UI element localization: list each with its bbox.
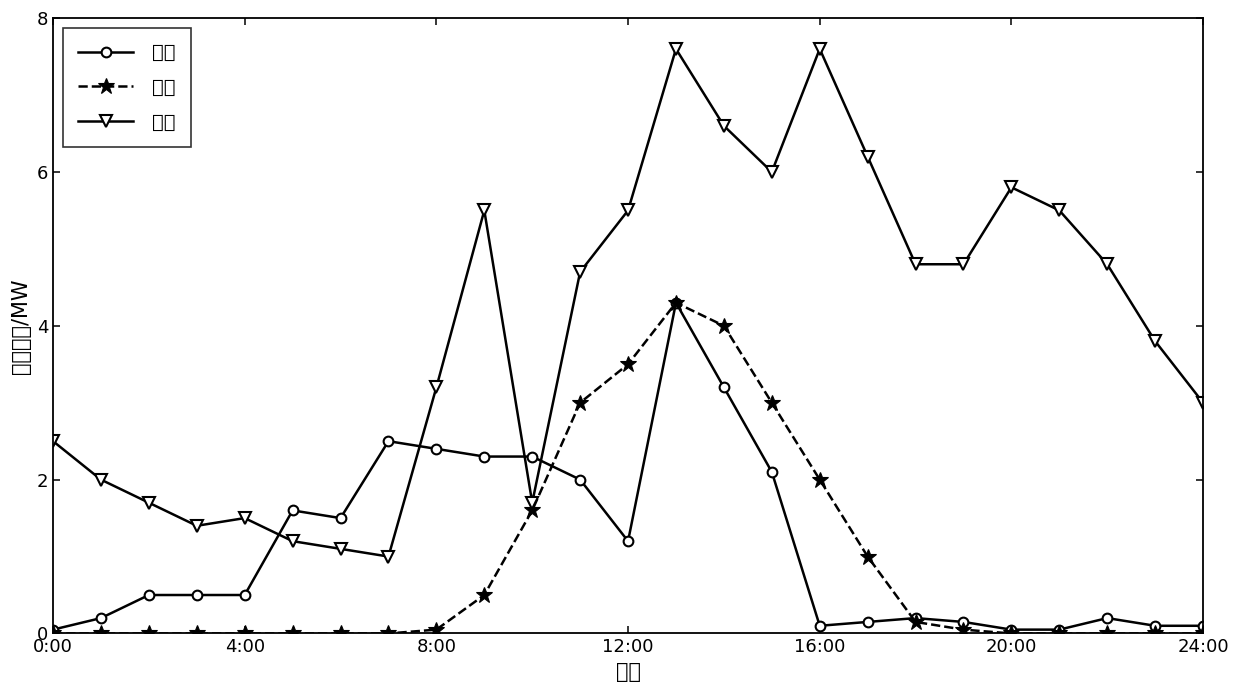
负荷 bbox=[1052, 207, 1066, 215]
负荷 bbox=[956, 260, 971, 268]
光伏 bbox=[1100, 629, 1115, 638]
Legend: 风机, 光伏, 负荷: 风机, 光伏, 负荷 bbox=[63, 28, 191, 147]
风机 bbox=[861, 617, 875, 626]
光伏 bbox=[1148, 629, 1163, 638]
风机 bbox=[573, 475, 588, 484]
光伏 bbox=[573, 398, 588, 407]
光伏 bbox=[620, 360, 635, 369]
光伏 bbox=[1004, 629, 1019, 638]
Y-axis label: 预测数据/MW: 预测数据/MW bbox=[11, 278, 31, 374]
负荷 bbox=[190, 522, 205, 530]
光伏 bbox=[1195, 629, 1210, 638]
负荷 bbox=[1100, 260, 1115, 268]
风机 bbox=[190, 591, 205, 599]
风机 bbox=[668, 299, 683, 307]
光伏 bbox=[46, 629, 61, 638]
风机 bbox=[1052, 626, 1066, 634]
负荷 bbox=[381, 552, 396, 561]
风机 bbox=[477, 453, 492, 461]
风机 bbox=[620, 537, 635, 545]
Line: 光伏: 光伏 bbox=[45, 295, 1211, 642]
光伏 bbox=[1052, 629, 1066, 638]
光伏 bbox=[956, 626, 971, 634]
负荷 bbox=[620, 207, 635, 215]
风机 bbox=[46, 626, 61, 634]
风机 bbox=[956, 617, 971, 626]
负荷 bbox=[1195, 398, 1210, 407]
负荷 bbox=[93, 475, 108, 484]
风机 bbox=[717, 383, 732, 392]
光伏 bbox=[285, 629, 300, 638]
负荷 bbox=[908, 260, 923, 268]
Line: 负荷: 负荷 bbox=[47, 43, 1209, 563]
风机 bbox=[93, 614, 108, 622]
Line: 风机: 风机 bbox=[48, 298, 1208, 635]
风机 bbox=[1004, 626, 1019, 634]
负荷 bbox=[812, 45, 827, 53]
光伏 bbox=[668, 299, 683, 307]
风机 bbox=[1100, 614, 1115, 622]
光伏 bbox=[812, 475, 827, 484]
负荷 bbox=[573, 267, 588, 276]
风机 bbox=[334, 514, 348, 523]
光伏 bbox=[764, 398, 779, 407]
光伏 bbox=[381, 629, 396, 638]
负荷 bbox=[429, 383, 444, 392]
负荷 bbox=[141, 498, 156, 507]
负荷 bbox=[668, 45, 683, 53]
光伏 bbox=[237, 629, 252, 638]
负荷 bbox=[477, 207, 492, 215]
负荷 bbox=[764, 168, 779, 176]
风机 bbox=[1148, 622, 1163, 630]
X-axis label: 时刻: 时刻 bbox=[615, 662, 641, 682]
风机 bbox=[525, 453, 539, 461]
光伏 bbox=[477, 591, 492, 599]
光伏 bbox=[190, 629, 205, 638]
光伏 bbox=[334, 629, 348, 638]
负荷 bbox=[1004, 183, 1019, 191]
风机 bbox=[141, 591, 156, 599]
负荷 bbox=[1148, 337, 1163, 345]
风机 bbox=[285, 507, 300, 515]
光伏 bbox=[717, 322, 732, 330]
风机 bbox=[812, 622, 827, 630]
负荷 bbox=[334, 545, 348, 553]
光伏 bbox=[141, 629, 156, 638]
风机 bbox=[1195, 622, 1210, 630]
光伏 bbox=[429, 626, 444, 634]
光伏 bbox=[908, 617, 923, 626]
风机 bbox=[429, 445, 444, 453]
光伏 bbox=[525, 507, 539, 515]
负荷 bbox=[861, 152, 875, 161]
负荷 bbox=[717, 122, 732, 130]
负荷 bbox=[285, 537, 300, 545]
负荷 bbox=[237, 514, 252, 523]
负荷 bbox=[46, 437, 61, 446]
负荷 bbox=[525, 498, 539, 507]
风机 bbox=[237, 591, 252, 599]
光伏 bbox=[861, 552, 875, 561]
风机 bbox=[381, 437, 396, 446]
风机 bbox=[764, 468, 779, 476]
光伏 bbox=[93, 629, 108, 638]
风机 bbox=[908, 614, 923, 622]
